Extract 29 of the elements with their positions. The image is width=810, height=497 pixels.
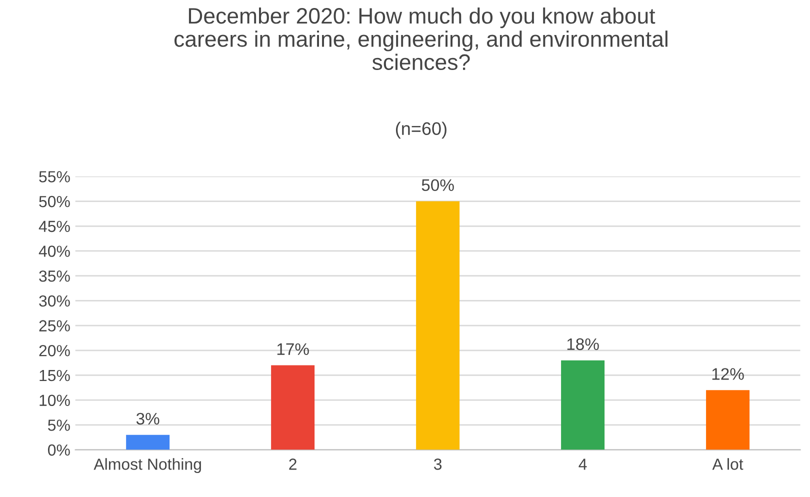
data-label: 18%	[567, 338, 599, 350]
x-tick-label: A lot	[712, 458, 744, 470]
chart-subtitle: (n=60)	[396, 122, 446, 139]
x-tick-label: 3	[434, 458, 442, 470]
x-tick-label: 2	[289, 458, 296, 470]
y-tick-label: 50%	[39, 196, 70, 208]
y-tick-label: 30%	[39, 295, 70, 307]
y-tick-label: 45%	[38, 220, 70, 232]
y-tick-label: 35%	[39, 270, 70, 282]
chart-title: December 2020: How much do you know about careers in marine, engineering, and environmental sciences?	[174, 7, 668, 70]
x-tick-label: 4	[578, 458, 587, 470]
y-tick-label: 10%	[40, 394, 70, 406]
bar	[561, 360, 605, 450]
y-tick-label: 15%	[40, 370, 70, 382]
y-tick-label: 0%	[48, 444, 70, 456]
data-label: 17%	[277, 343, 309, 355]
y-tick-label: 20%	[39, 345, 70, 356]
y-tick-label: 25%	[39, 320, 70, 332]
y-tick-label: 55%	[39, 171, 70, 182]
bar	[271, 365, 315, 450]
x-tick-label: Almost Nothing	[94, 458, 201, 474]
data-label: 50%	[422, 179, 454, 192]
y-tick-label: 40%	[38, 246, 70, 257]
bar	[126, 434, 170, 450]
bar	[706, 390, 750, 450]
data-label: 3%	[136, 412, 160, 425]
y-tick-label: 5%	[48, 420, 70, 431]
data-label: 12%	[712, 368, 744, 380]
bar	[416, 201, 460, 450]
